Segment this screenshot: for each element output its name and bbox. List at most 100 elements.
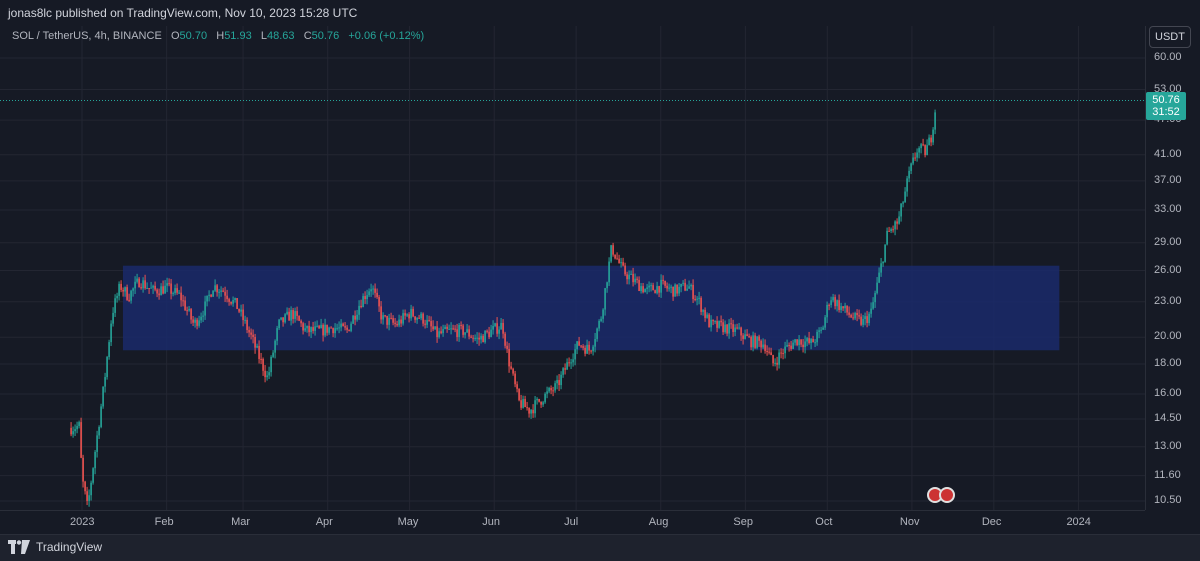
candle-body [818, 330, 820, 332]
candle-body [566, 362, 568, 369]
candle-body [822, 328, 824, 330]
candle-body [200, 317, 202, 321]
candle-body [730, 323, 732, 324]
candle-body [420, 314, 422, 319]
candle-body [564, 368, 566, 369]
candle-body [72, 431, 74, 434]
chart-pane[interactable] [0, 26, 1145, 510]
candle-body [80, 422, 82, 458]
candle-body [562, 368, 564, 375]
candle-body [174, 288, 176, 293]
candle-body [450, 328, 452, 329]
candle-body [330, 328, 332, 329]
candle-body [868, 314, 870, 323]
candle-body [668, 288, 670, 289]
candle-body [120, 284, 122, 290]
candle-body [484, 331, 486, 342]
tradingview-logo[interactable]: TradingView [8, 540, 102, 554]
candle-body [808, 338, 810, 343]
candle-body [388, 318, 390, 325]
footer-bar: TradingView [0, 534, 1200, 561]
candle-body [476, 338, 478, 339]
change-value: +0.06 (+0.12%) [348, 30, 424, 42]
candle-body [866, 316, 868, 323]
candle-body [584, 348, 586, 354]
price-chart[interactable] [0, 26, 1145, 510]
candle-body [926, 145, 928, 155]
candle-body [546, 391, 548, 393]
candle-body [918, 148, 920, 152]
candle-body [704, 310, 706, 318]
candle-body [904, 192, 906, 203]
candle-body [522, 399, 524, 408]
candle-body [842, 306, 844, 308]
candle-body [692, 285, 694, 299]
candle-body [548, 388, 550, 391]
candle-body [614, 255, 616, 259]
candle-body [112, 313, 114, 324]
candle-body [732, 324, 734, 332]
candle-body [110, 324, 112, 342]
candle-body [402, 313, 404, 323]
economic-events[interactable] [927, 487, 951, 503]
candle-body [172, 293, 174, 294]
candle-body [652, 285, 654, 290]
candle-body [188, 309, 190, 310]
candle-body [710, 320, 712, 328]
candle-body [134, 282, 136, 289]
candle-body [404, 313, 406, 316]
candle-body [632, 274, 634, 282]
candle-body [740, 328, 742, 336]
range-zone[interactable] [123, 266, 1059, 351]
candle-body [886, 231, 888, 245]
candle-body [616, 258, 618, 259]
candle-body [328, 328, 330, 333]
time-axis[interactable]: 2023 Feb Mar Apr May Jun Jul Aug Sep Oct Nov Dec 202… [0, 510, 1145, 535]
candle-body [504, 334, 506, 346]
candle-body [156, 290, 158, 294]
candle-body [648, 286, 650, 288]
candle-body [714, 321, 716, 322]
candle-body [802, 345, 804, 347]
candle-body [180, 293, 182, 301]
candle-body [934, 112, 936, 129]
candle-body [492, 326, 494, 330]
candle-body [468, 329, 470, 336]
symbol-name[interactable]: SOL / TetherUS, 4h, BINANCE [12, 30, 162, 42]
candle-body [900, 204, 902, 217]
candle-body [780, 353, 782, 354]
candle-body [470, 337, 472, 338]
us-flag-icon[interactable] [939, 487, 955, 503]
candle-body [894, 221, 896, 229]
candle-body [554, 383, 556, 390]
price-tick-label: 20.00 [1154, 330, 1182, 342]
candle-body [512, 369, 514, 374]
candle-body [352, 316, 354, 324]
candle-body [202, 316, 204, 317]
candle-body [292, 310, 294, 319]
candle-body [146, 288, 148, 289]
candle-body [644, 289, 646, 292]
price-tick-label: 10.50 [1154, 494, 1182, 506]
candle-body [922, 144, 924, 145]
candle-body [424, 324, 426, 325]
candle-body [828, 305, 830, 306]
candle-body [486, 331, 488, 332]
candle-body [610, 245, 612, 261]
currency-button[interactable]: USDT [1149, 26, 1191, 48]
candle-body [762, 345, 764, 348]
candle-body [578, 341, 580, 345]
candle-body [258, 346, 260, 359]
candle-body [846, 306, 848, 313]
candle-body [108, 342, 110, 357]
candle-body [384, 315, 386, 316]
candle-body [684, 283, 686, 291]
candle-body [912, 158, 914, 164]
candle-body [284, 314, 286, 322]
time-tick-label: Sep [733, 516, 753, 528]
candle-body [902, 202, 904, 203]
candle-body [228, 299, 230, 302]
candle-body [884, 244, 886, 261]
candle-body [766, 351, 768, 352]
candle-body [506, 346, 508, 349]
